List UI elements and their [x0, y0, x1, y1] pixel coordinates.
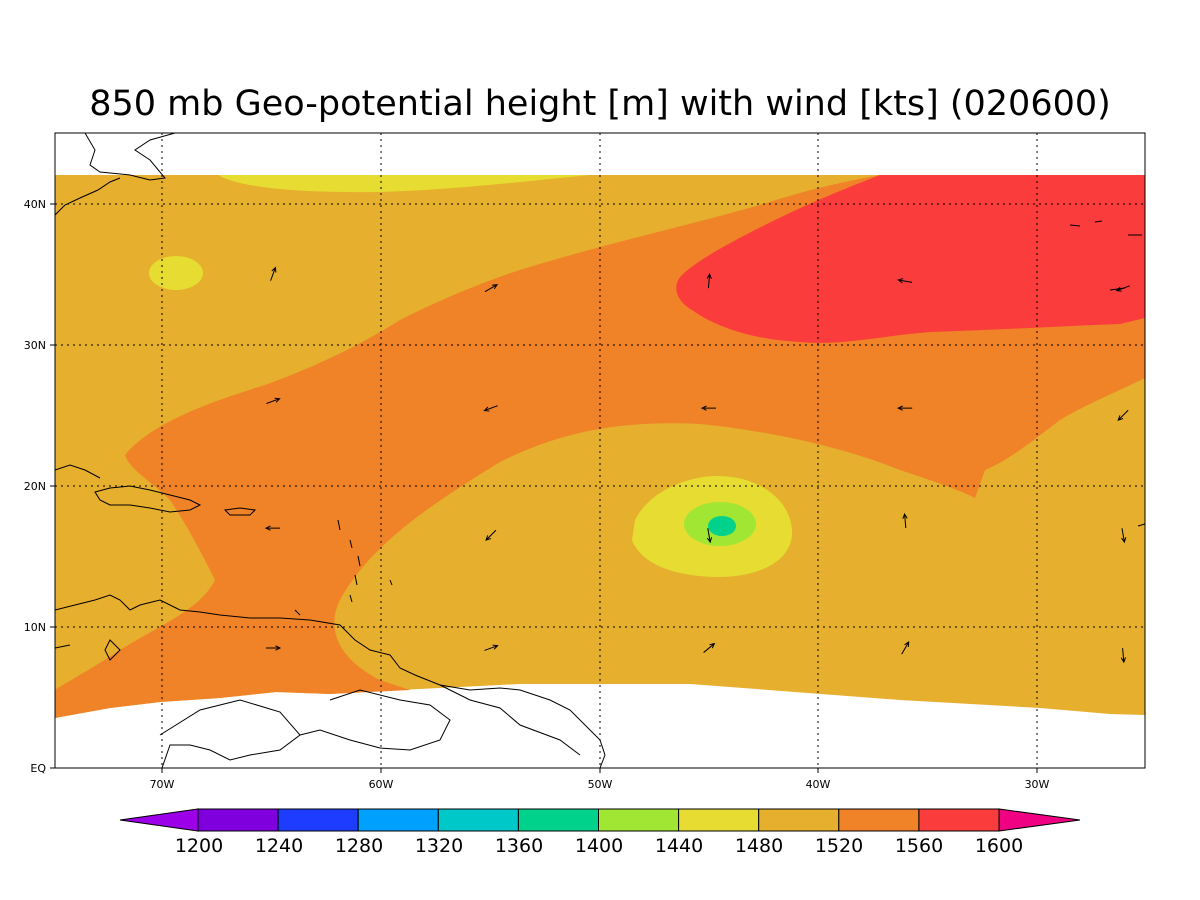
wind-arrow [706, 528, 713, 544]
wind-arrow [264, 525, 280, 531]
coastline-guiana-interior [159, 684, 581, 768]
lat-axis: EQ 10N 20N 30N 40N [24, 198, 47, 775]
colorbar-label: 1200 [175, 835, 223, 857]
colorbar-label: 1480 [735, 835, 783, 857]
lon-tick-label: 40W [806, 778, 831, 791]
coastline-north-america [55, 133, 176, 216]
lat-tick-label: 40N [24, 198, 46, 211]
wind-arrow [484, 284, 499, 293]
colorbar-low-arrow [119, 808, 199, 832]
colorbar-box [838, 808, 920, 832]
contour-fill-1480-blob [149, 256, 203, 290]
colorbar-box [197, 808, 279, 832]
colorbar-label: 1320 [415, 835, 463, 857]
colorbar-boxes [197, 808, 1000, 832]
colorbar-box [598, 808, 680, 832]
wind-arrow [266, 397, 281, 404]
colorbar-label: 1560 [895, 835, 943, 857]
lat-axis-ticks [50, 203, 55, 769]
colorbar-box [678, 808, 760, 832]
coastline-cuba [55, 464, 101, 479]
colorbar-label: 1360 [495, 835, 543, 857]
colorbar-box [918, 808, 1000, 832]
wind-arrow [1120, 648, 1127, 664]
wind-arrow [484, 644, 499, 651]
lat-tick-label: 10N [24, 621, 46, 634]
lon-tick-label: 70W [150, 778, 175, 791]
wind-arrow [901, 640, 910, 655]
coastline-lesser-antilles [294, 519, 393, 616]
contour-fill-1560-1600 [676, 175, 1145, 343]
colorbar-label: 1600 [975, 835, 1023, 857]
lon-axis-ticks [161, 768, 1038, 773]
lon-tick-label: 50W [588, 778, 613, 791]
wind-arrow [1115, 285, 1130, 292]
coastline-puerto-rico [223, 507, 257, 516]
coastline-south-america [55, 594, 606, 768]
wind-arrow [266, 645, 282, 651]
colorbar-box [437, 808, 519, 832]
wind-arrow [1121, 528, 1127, 544]
colorbar-box [357, 808, 439, 832]
lat-tick-label: 30N [24, 339, 46, 352]
wind-arrow [700, 405, 716, 411]
contour-fill-1360-1400-low [708, 516, 736, 536]
lon-tick-label: 60W [369, 778, 394, 791]
wind-arrow [483, 405, 498, 412]
lat-tick-label: EQ [30, 762, 46, 775]
lon-tick-label: 30W [1025, 778, 1050, 791]
colorbar-box [758, 808, 840, 832]
coastlines [55, 133, 1145, 768]
colorbar-box [277, 808, 359, 832]
graticule [55, 133, 1145, 768]
wind-arrow [897, 278, 913, 284]
lat-tick-label: 20N [24, 480, 46, 493]
lon-axis: 70W 60W 50W 40W 30W [150, 778, 1050, 791]
map-plot-area [55, 133, 1145, 768]
wind-arrow [1117, 409, 1129, 421]
figure-title: 850 mb Geo-potential height [m] with win… [89, 84, 1111, 124]
colorbar-label: 1520 [815, 835, 863, 857]
colorbar-label: 1440 [655, 835, 703, 857]
colorbar: 1200 1240 1280 1320 1360 1400 1440 1480 … [119, 808, 1081, 857]
wind-arrow [897, 405, 913, 411]
wind-arrow [703, 642, 716, 653]
wind-arrow [270, 266, 277, 281]
colorbar-labels: 1200 1240 1280 1320 1360 1400 1440 1480 … [175, 835, 1023, 857]
wind-arrow [706, 273, 712, 289]
colorbar-box [517, 808, 600, 832]
colorbar-high-arrow [998, 808, 1081, 832]
coastline-atlantic-islands [1069, 220, 1145, 527]
wind-arrow [902, 512, 908, 529]
coastline-hispaniola [94, 485, 202, 513]
wind-vectors [264, 266, 1130, 664]
colorbar-label: 1240 [255, 835, 303, 857]
colorbar-label: 1400 [575, 835, 623, 857]
contour-fill-1480-top-strip [218, 175, 590, 193]
colorbar-label: 1280 [335, 835, 383, 857]
wind-arrow [485, 529, 497, 541]
